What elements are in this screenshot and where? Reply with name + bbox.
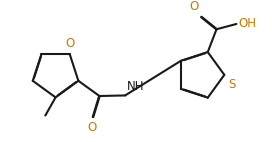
Text: O: O [65, 37, 74, 51]
Text: O: O [87, 121, 96, 134]
Text: O: O [190, 0, 199, 13]
Text: S: S [228, 78, 235, 91]
Text: NH: NH [127, 80, 144, 92]
Text: OH: OH [239, 17, 257, 31]
